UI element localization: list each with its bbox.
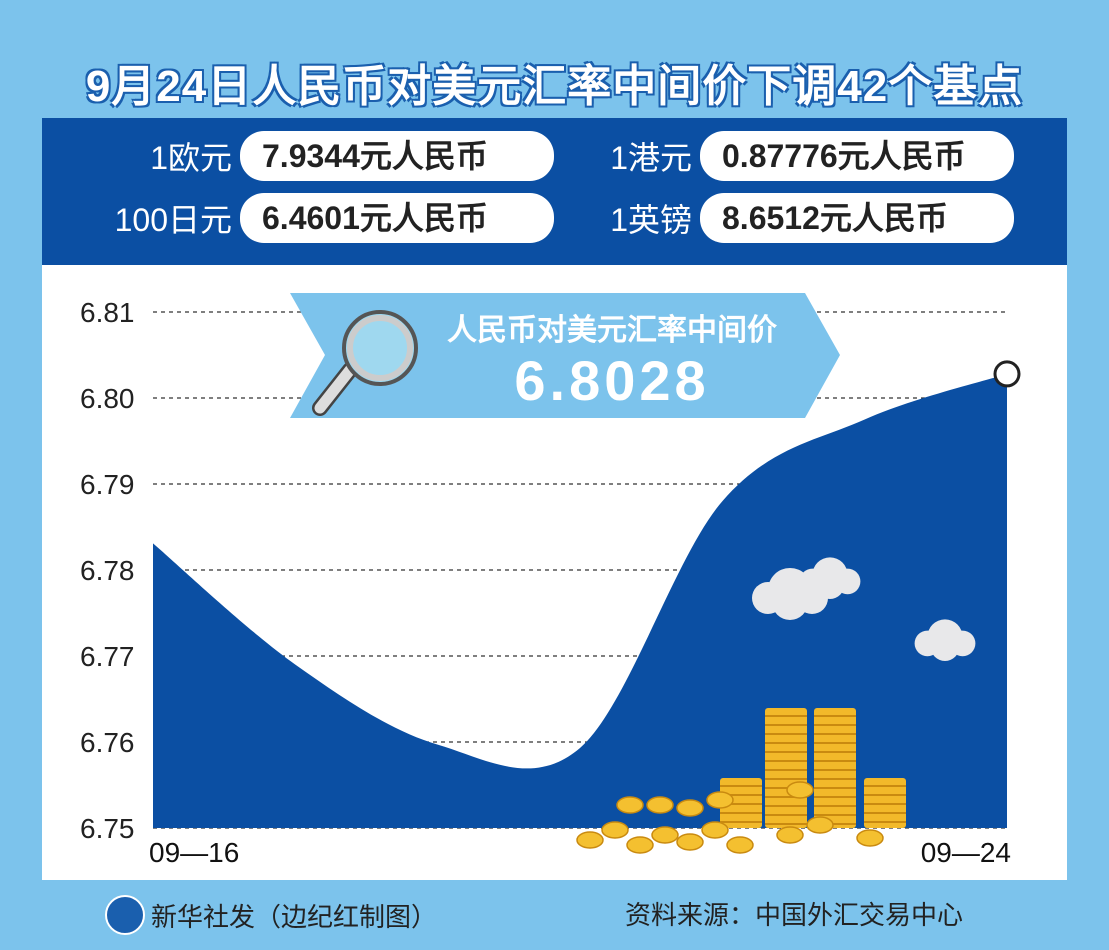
coin-icon	[706, 791, 734, 809]
y-tick-label: 6.80	[80, 383, 135, 414]
rate-label: 100日元	[114, 202, 232, 238]
coin-icon	[806, 816, 834, 834]
rate-label: 1港元	[610, 140, 692, 176]
coin-icon	[786, 781, 814, 799]
rate-value: 8.6512元人民币	[700, 193, 1014, 243]
coin-stack-icon	[814, 708, 856, 828]
x-tick-label: 09—16	[149, 837, 239, 868]
xinhua-logo-icon	[105, 895, 145, 935]
coin-icon	[616, 796, 644, 814]
coin-icon	[726, 836, 754, 854]
cloud-icon	[914, 619, 976, 661]
credit: 新华社发（边纪红制图）	[105, 895, 437, 935]
rate-eur: 1欧元 7.9344元人民币	[42, 131, 554, 181]
coin-stack-icon	[864, 778, 906, 828]
rate-hkd: 1港元 0.87776元人民币	[502, 131, 1014, 181]
coin-icon	[776, 826, 804, 844]
rate-gbp: 1英镑 8.6512元人民币	[502, 193, 1014, 243]
coin-icon	[626, 836, 654, 854]
coin-icon	[601, 821, 629, 839]
y-tick-label: 6.75	[80, 813, 135, 844]
coin-icon	[676, 799, 704, 817]
coin-icon	[856, 829, 884, 847]
rate-value: 0.87776元人民币	[700, 131, 1014, 181]
area-series	[153, 373, 1007, 828]
coin-icon	[576, 831, 604, 849]
y-tick-label: 6.76	[80, 727, 135, 758]
last-point-marker	[993, 360, 1021, 388]
callout-banner: 人民币对美元汇率中间价 6.8028	[290, 293, 840, 418]
coin-icon	[701, 821, 729, 839]
callout-value: 6.8028	[514, 349, 709, 412]
coin-stack-icon	[765, 708, 807, 828]
callout-label: 人民币对美元汇率中间价	[447, 313, 777, 347]
coin-icon	[646, 796, 674, 814]
rate-label: 1英镑	[610, 202, 692, 238]
rate-jpy: 100日元 6.4601元人民币	[42, 193, 554, 243]
x-tick-label: 09—24	[921, 837, 1011, 868]
rate-label: 1欧元	[150, 140, 232, 176]
y-tick-label: 6.77	[80, 641, 135, 672]
rate-value: 7.9344元人民币	[240, 131, 554, 181]
page-title: 9月24日人民币对美元汇率中间价下调42个基点	[85, 62, 1024, 111]
rates-panel: 1欧元 7.9344元人民币 1港元 0.87776元人民币 100日元 6.4…	[42, 118, 1067, 265]
cloud-icon	[799, 557, 861, 599]
coin-icon	[651, 826, 679, 844]
decoration	[576, 557, 976, 854]
y-tick-label: 6.81	[80, 297, 135, 328]
rate-value: 6.4601元人民币	[240, 193, 554, 243]
credit-text: 新华社发（边纪红制图）	[151, 901, 438, 932]
data-source: 资料来源：中国外汇交易中心	[625, 900, 964, 930]
y-tick-label: 6.78	[80, 555, 135, 586]
coin-icon	[676, 833, 704, 851]
y-tick-label: 6.79	[80, 469, 135, 500]
magnifier-icon	[312, 310, 418, 416]
